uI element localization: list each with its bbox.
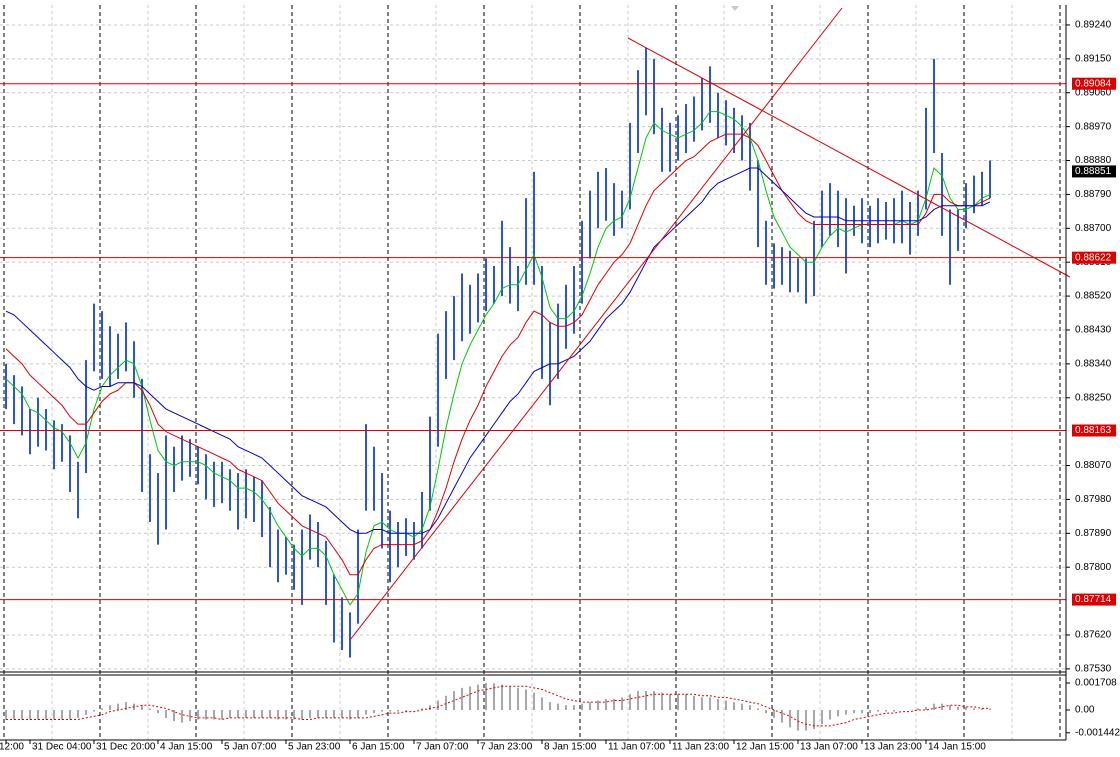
y-tick-label: 0.89060 xyxy=(1075,87,1112,98)
x-tick-label: 11 Jan 07:00 xyxy=(608,742,666,753)
level-label-bg xyxy=(1072,251,1116,264)
y-tick-label: -0.001442 xyxy=(1075,727,1120,738)
y-tick-label: 0.87980 xyxy=(1075,494,1112,505)
y-tick-label: 0.88430 xyxy=(1075,325,1112,336)
x-tick-label: 6 Jan 15:00 xyxy=(352,742,405,753)
x-tick-label: 7 Jan 07:00 xyxy=(416,742,469,753)
grid-layer xyxy=(0,5,1066,740)
level-label: 0.88163 xyxy=(1075,425,1112,436)
level-label: 0.89084 xyxy=(1075,78,1112,89)
y-tick-label: 0.88790 xyxy=(1075,189,1112,200)
y-tick-label: 0.88340 xyxy=(1075,358,1112,369)
y-tick-label: 0.87530 xyxy=(1075,664,1112,675)
signal-line xyxy=(6,685,990,727)
y-tick-label: 0.88970 xyxy=(1075,121,1112,132)
level-label-bg xyxy=(1072,424,1116,437)
y-tick-label: 0.001708 xyxy=(1075,678,1117,689)
labels-layer: 0.89240 0.89150 0.89060 0.88970 0.88880 0.887… xyxy=(0,20,1120,753)
x-tick-label: 5 Jan 23:00 xyxy=(288,742,341,753)
current-price-label: 0.88851 xyxy=(1075,166,1112,177)
moving-average-line xyxy=(5,111,991,606)
moving-average-line xyxy=(5,167,991,534)
y-tick-label: 0.87620 xyxy=(1075,630,1112,641)
y-tick-label: 0.88880 xyxy=(1075,155,1112,166)
y-tick-label: 0.87890 xyxy=(1075,528,1112,539)
x-tick-label: 31 Dec 20:00 xyxy=(96,742,156,753)
level-label: 0.88622 xyxy=(1075,252,1112,263)
x-tick-label: 4 Jan 15:00 xyxy=(160,742,213,753)
current-price-bg xyxy=(1072,165,1116,178)
y-tick-label: 0.89150 xyxy=(1075,53,1112,64)
y-tick-label: 0.00 xyxy=(1075,705,1095,716)
x-tick-label: 31 Dec 04:00 xyxy=(32,742,92,753)
y-tick-label: 0.88700 xyxy=(1075,223,1112,234)
x-tick-label: 12:00 xyxy=(0,742,24,753)
x-tick-label: 14 Jan 15:00 xyxy=(928,742,986,753)
y-tick-label: 0.88070 xyxy=(1075,460,1112,471)
y-tick-label: 0.88520 xyxy=(1075,291,1112,302)
shift-marker xyxy=(731,6,739,11)
x-tick-label: 12 Jan 15:00 xyxy=(736,742,794,753)
marks-layer xyxy=(0,47,1066,731)
level-label-bg xyxy=(1072,593,1116,606)
y-tick-label: 0.89240 xyxy=(1075,20,1112,31)
level-label: 0.87714 xyxy=(1075,594,1112,605)
x-tick-label: 7 Jan 23:00 xyxy=(480,742,533,753)
x-tick-label: 5 Jan 07:00 xyxy=(224,742,277,753)
x-tick-label: 13 Jan 23:00 xyxy=(864,742,922,753)
x-tick-label: 8 Jan 15:00 xyxy=(544,742,597,753)
moving-average-line xyxy=(5,133,991,576)
y-tick-label: 0.87800 xyxy=(1075,562,1112,573)
y-tick-label: 0.88250 xyxy=(1075,392,1112,403)
level-label-bg xyxy=(1072,77,1116,90)
x-tick-label: 11 Jan 23:00 xyxy=(672,742,730,753)
x-tick-label: 13 Jan 07:00 xyxy=(800,742,858,753)
trend-line xyxy=(349,7,843,641)
trend-line xyxy=(627,37,1071,278)
